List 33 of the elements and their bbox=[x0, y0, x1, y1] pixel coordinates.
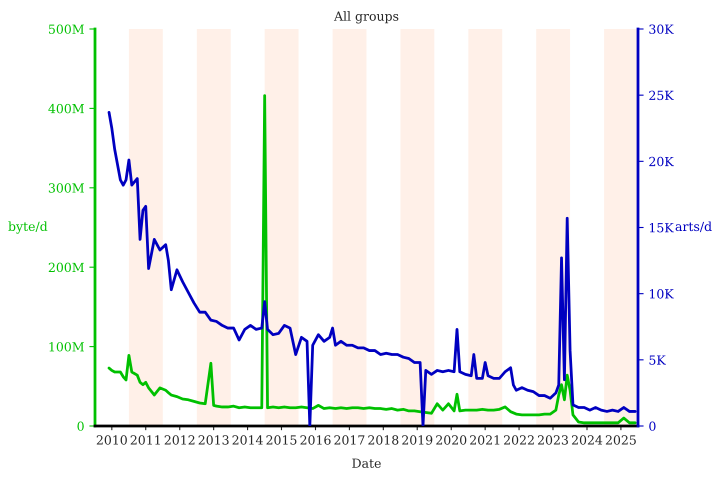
x-tick-label: 2024 bbox=[572, 435, 602, 445]
x-tick-label: 2017 bbox=[334, 435, 364, 445]
x-axis-title: Date bbox=[352, 458, 381, 468]
x-tick-label: 2010 bbox=[96, 435, 127, 445]
x-tick-label: 2012 bbox=[164, 435, 194, 445]
x-tick-label: 2021 bbox=[470, 435, 500, 445]
x-tick-label: 2018 bbox=[368, 435, 398, 445]
y2-tick-label: 15K bbox=[650, 222, 674, 232]
x-tick-label: 2025 bbox=[606, 435, 636, 445]
x-tick-label: 2011 bbox=[130, 435, 160, 445]
y2-tick-label: 30K bbox=[649, 24, 674, 34]
x-tick-label: 2014 bbox=[232, 435, 263, 445]
y-tick-label: 0 bbox=[77, 421, 84, 431]
y2-tick-label: 5K bbox=[649, 355, 666, 365]
y-tick-label: 100M bbox=[49, 342, 84, 352]
chart-title: All groups bbox=[334, 11, 398, 24]
y2-tick-label: 10K bbox=[650, 289, 674, 299]
y2-tick-label: 25K bbox=[649, 90, 674, 100]
y2-axis-title: arts/d bbox=[676, 221, 712, 232]
y-axis-title: byte/d bbox=[8, 221, 48, 234]
y-tick-label: 200M bbox=[48, 262, 84, 272]
x-tick-label: 2019 bbox=[402, 435, 432, 445]
x-tick-label: 2022 bbox=[504, 435, 534, 445]
y-tick-label: 400M bbox=[48, 104, 84, 114]
x-tick-label: 2020 bbox=[436, 435, 466, 445]
y2-tick-label: 20K bbox=[649, 156, 674, 166]
x-tick-label: 2016 bbox=[300, 435, 331, 445]
x-tick-label: 2023 bbox=[538, 435, 568, 445]
x-tick-label: 2013 bbox=[198, 435, 229, 445]
y2-tick-label: 0 bbox=[649, 421, 656, 431]
y-tick-label: 500M bbox=[48, 24, 84, 34]
x-tick-label: 2015 bbox=[266, 435, 296, 445]
y-tick-label: 300M bbox=[48, 183, 84, 193]
